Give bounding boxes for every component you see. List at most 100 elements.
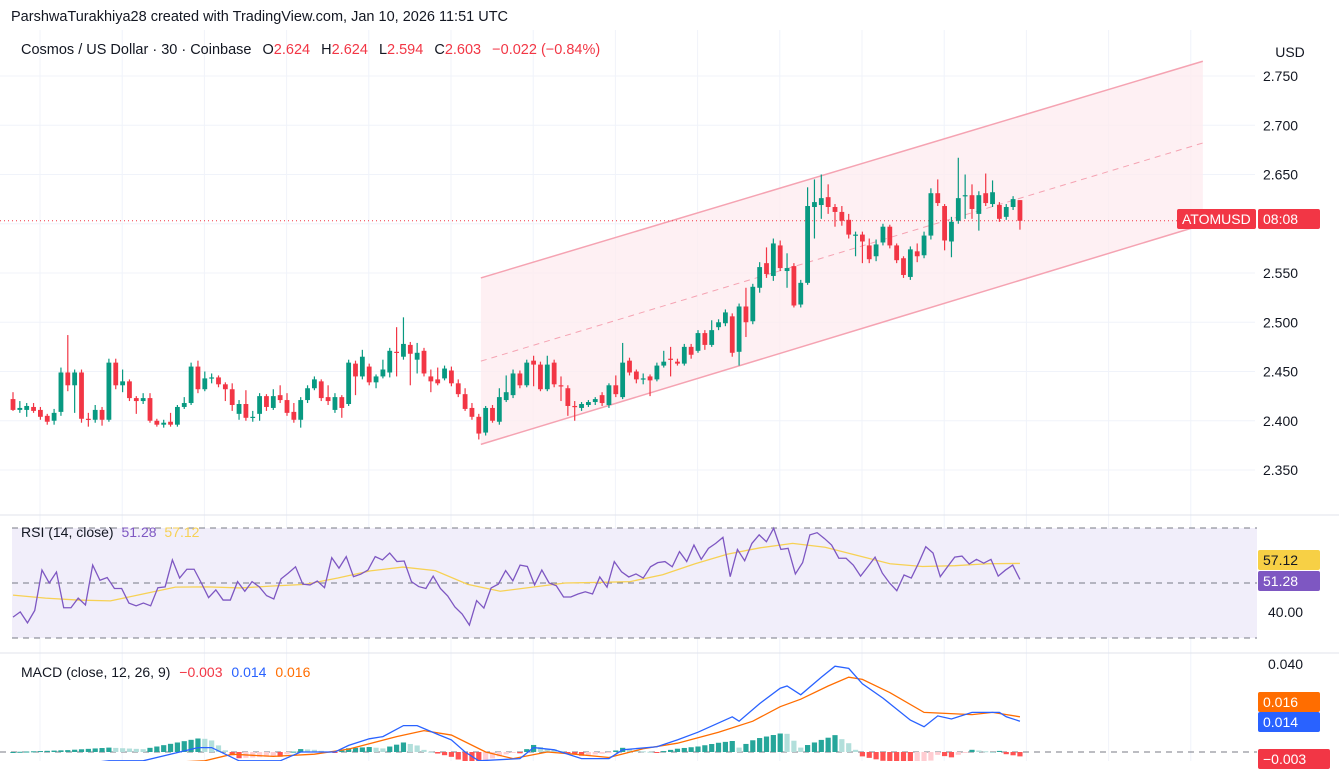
- currency-button[interactable]: USD: [1260, 40, 1320, 64]
- candle-body: [250, 416, 256, 419]
- candle-body: [175, 406, 180, 425]
- macd-histogram-bar: [462, 752, 468, 761]
- macd-pane: [0, 665, 1257, 761]
- macd-histogram-bar: [777, 733, 783, 752]
- macd-histogram-bar: [900, 752, 907, 761]
- macd-histogram-bar: [880, 752, 886, 761]
- macd-histogram-bar: [476, 752, 482, 761]
- macd-histogram-bar: [585, 752, 591, 756]
- macd-histogram-bar: [852, 749, 859, 752]
- candle-body: [449, 370, 454, 384]
- macd-histogram-value: −0.003: [179, 664, 223, 680]
- macd-histogram-bar: [983, 751, 989, 753]
- candle-body: [688, 346, 694, 355]
- macd-histogram-bar: [373, 747, 379, 752]
- candle-body: [305, 388, 310, 401]
- macd-histogram-bar: [304, 749, 311, 752]
- macd-histogram-bar: [181, 741, 187, 752]
- candle-body: [654, 365, 660, 380]
- candle-body: [606, 385, 612, 405]
- candle-body: [579, 404, 584, 408]
- macd-histogram-bar: [578, 752, 585, 756]
- candle-body: [914, 251, 920, 257]
- macd-histogram-bar: [257, 752, 263, 758]
- candle-body: [613, 385, 619, 395]
- macd-histogram-bar: [154, 746, 160, 752]
- macd-histogram-bar: [565, 752, 571, 753]
- macd-histogram-bar: [455, 752, 461, 760]
- macd-histogram-bar: [421, 749, 427, 752]
- candle-body: [565, 388, 571, 406]
- macd-histogram-bar: [1010, 752, 1016, 756]
- candle-body: [270, 396, 276, 408]
- macd-signal-value: 0.016: [275, 664, 311, 680]
- candle-body: [65, 372, 71, 386]
- candle-body: [257, 396, 262, 414]
- channel-lower-line: [480, 224, 1204, 446]
- candle-body: [846, 219, 852, 235]
- candle-body: [476, 416, 482, 434]
- candle-body: [147, 398, 153, 421]
- macd-histogram-bar: [921, 752, 927, 761]
- macd-legend: MACD (close, 12, 26, 9) −0.003 0.014 0.0…: [21, 664, 310, 680]
- candle-body: [901, 258, 906, 275]
- channel-mid-line: [480, 142, 1203, 362]
- channel-upper-line: [480, 60, 1204, 279]
- macd-histogram-bar: [489, 752, 496, 759]
- macd-histogram-bar: [352, 747, 359, 752]
- macd-histogram-bar: [400, 742, 407, 752]
- macd-histogram-bar: [722, 741, 728, 752]
- candle-body: [243, 404, 249, 418]
- macd-histogram-bar: [72, 749, 78, 752]
- price-axis[interactable]: 2.750 2.700 2.650 2.550 2.500 2.450 2.400 2.350: [1263, 68, 1298, 478]
- candle-body: [414, 352, 420, 360]
- candle-body: [99, 409, 105, 420]
- candle-body: [277, 395, 283, 401]
- price-tick-label: 2.450: [1263, 364, 1298, 380]
- price-tick-label: 2.650: [1263, 167, 1298, 183]
- channel-fill: [480, 61, 1203, 445]
- macd-histogram-bar: [695, 746, 701, 752]
- candle-body: [503, 392, 509, 401]
- candle-body: [435, 379, 441, 384]
- rsi-axis-tick: 40.00: [1268, 604, 1304, 620]
- macd-histogram-bar: [387, 746, 393, 752]
- macd-histogram-bar: [791, 740, 797, 752]
- high-value: 2.624: [331, 42, 368, 58]
- macd-histogram-bar: [914, 752, 920, 761]
- macd-histogram-bar: [277, 752, 283, 757]
- macd-histogram-bar: [969, 749, 975, 752]
- macd-histogram-bar: [846, 743, 852, 752]
- macd-histogram-bar: [674, 748, 681, 752]
- candle-body: [770, 243, 776, 276]
- macd-histogram-bar: [811, 742, 818, 752]
- candle-body: [949, 221, 954, 242]
- candle-body: [599, 395, 605, 404]
- change-value: −0.022 (−0.84%): [492, 42, 601, 58]
- candle-body: [750, 286, 756, 322]
- macd-histogram-bar: [167, 743, 174, 752]
- macd-histogram-bar: [298, 749, 304, 752]
- parallel-channel[interactable]: [480, 60, 1204, 446]
- macd-histogram-bar: [962, 752, 968, 753]
- macd-histogram-bar: [407, 743, 413, 752]
- low-value: 2.594: [387, 42, 424, 58]
- candle-body: [72, 372, 78, 386]
- candle-body: [380, 369, 386, 377]
- macd-histogram-bar: [531, 744, 537, 752]
- candle-body: [675, 361, 680, 364]
- macd-histogram-bar: [311, 749, 317, 752]
- macd-histogram-bar: [483, 752, 489, 761]
- macd-axis-label: 0.014: [1258, 712, 1320, 732]
- candle-body: [346, 362, 352, 405]
- candle-body: [428, 376, 434, 382]
- macd-histogram-bar: [339, 750, 345, 752]
- macd-histogram-bar: [140, 749, 146, 752]
- rsi-title: RSI (14, close): [21, 524, 114, 540]
- macd-histogram-bar: [1003, 752, 1009, 755]
- candle-body: [209, 377, 215, 379]
- candle-body: [551, 362, 557, 385]
- candle-body: [10, 399, 16, 410]
- candle-body: [17, 407, 23, 410]
